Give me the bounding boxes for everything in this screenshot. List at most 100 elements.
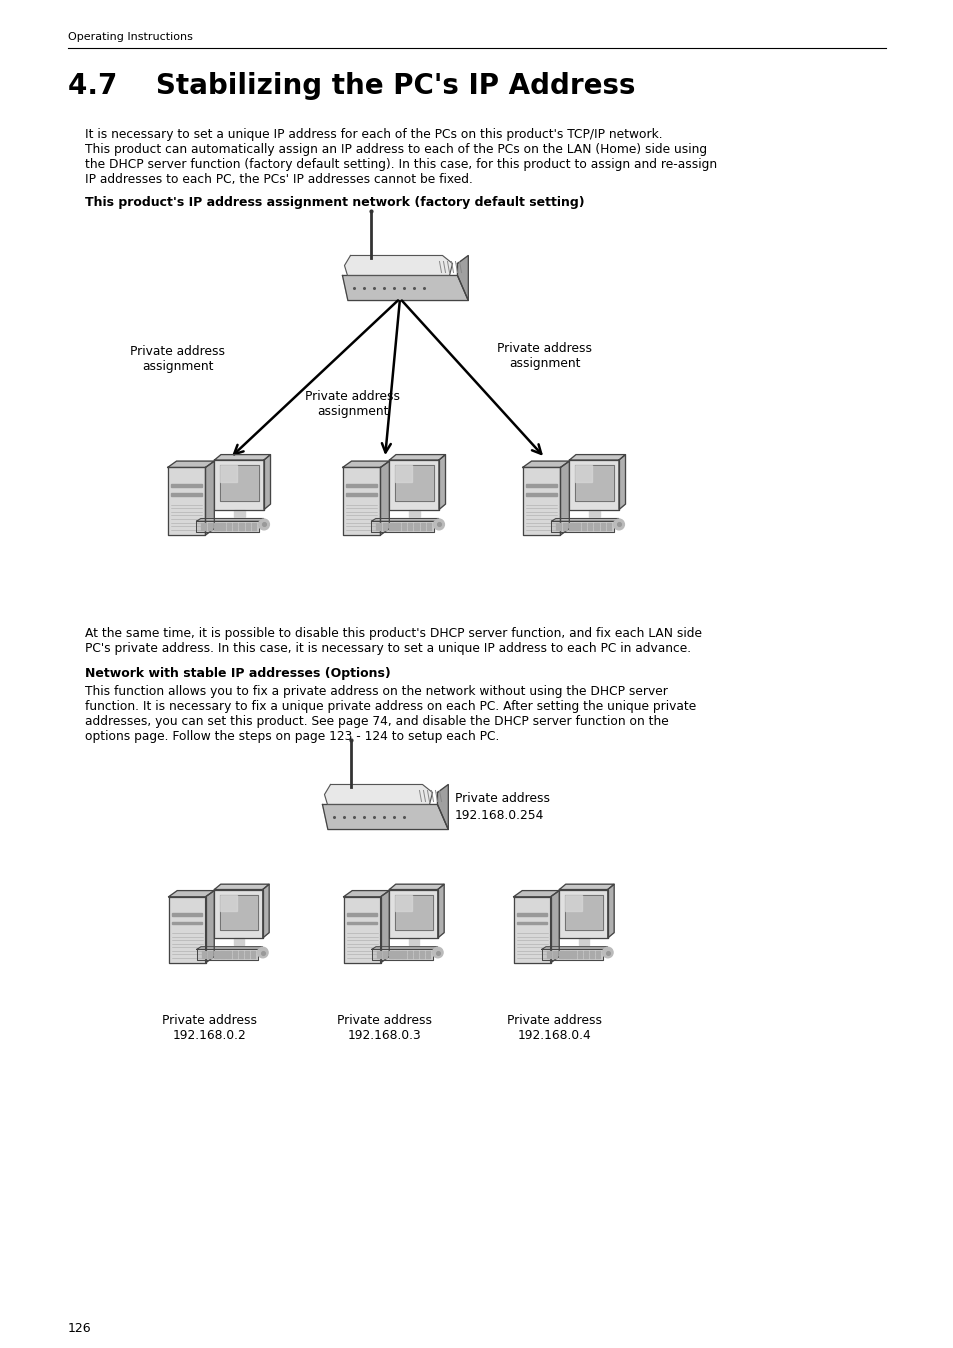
Polygon shape bbox=[575, 526, 579, 527]
Polygon shape bbox=[172, 493, 201, 496]
Polygon shape bbox=[233, 938, 244, 945]
Polygon shape bbox=[395, 895, 432, 930]
Circle shape bbox=[257, 948, 268, 958]
Polygon shape bbox=[376, 957, 381, 958]
Polygon shape bbox=[589, 952, 594, 953]
Polygon shape bbox=[382, 952, 387, 953]
Polygon shape bbox=[376, 523, 380, 524]
Polygon shape bbox=[219, 895, 236, 911]
Polygon shape bbox=[596, 957, 599, 958]
Polygon shape bbox=[594, 528, 598, 530]
Polygon shape bbox=[551, 522, 614, 532]
Polygon shape bbox=[419, 954, 424, 956]
Polygon shape bbox=[239, 528, 244, 530]
Polygon shape bbox=[546, 952, 551, 953]
Polygon shape bbox=[214, 460, 264, 510]
Polygon shape bbox=[589, 510, 599, 516]
Polygon shape bbox=[565, 954, 569, 956]
Polygon shape bbox=[238, 952, 243, 953]
Polygon shape bbox=[233, 528, 237, 530]
Polygon shape bbox=[522, 461, 569, 468]
Polygon shape bbox=[437, 785, 448, 829]
Polygon shape bbox=[575, 465, 592, 483]
Polygon shape bbox=[220, 465, 258, 501]
Polygon shape bbox=[322, 805, 448, 829]
Polygon shape bbox=[395, 528, 399, 530]
Polygon shape bbox=[526, 484, 557, 487]
Polygon shape bbox=[553, 954, 557, 956]
Polygon shape bbox=[558, 884, 614, 890]
Polygon shape bbox=[522, 468, 560, 535]
Polygon shape bbox=[342, 461, 389, 468]
Polygon shape bbox=[344, 256, 452, 275]
Polygon shape bbox=[214, 454, 271, 460]
Polygon shape bbox=[407, 952, 412, 953]
Polygon shape bbox=[168, 461, 214, 468]
Polygon shape bbox=[562, 523, 567, 524]
Polygon shape bbox=[577, 952, 581, 953]
Text: IP addresses to each PC, the PCs' IP addresses cannot be fixed.: IP addresses to each PC, the PCs' IP add… bbox=[85, 173, 473, 186]
Polygon shape bbox=[214, 884, 269, 890]
Polygon shape bbox=[541, 949, 602, 960]
Polygon shape bbox=[395, 465, 434, 501]
Polygon shape bbox=[407, 957, 412, 958]
Polygon shape bbox=[202, 954, 206, 956]
Polygon shape bbox=[541, 946, 607, 949]
Polygon shape bbox=[382, 957, 387, 958]
Polygon shape bbox=[245, 528, 250, 530]
Polygon shape bbox=[389, 454, 445, 460]
Polygon shape bbox=[395, 954, 399, 956]
Polygon shape bbox=[401, 528, 406, 530]
Polygon shape bbox=[382, 528, 387, 530]
Polygon shape bbox=[569, 528, 573, 530]
Polygon shape bbox=[208, 528, 213, 530]
Polygon shape bbox=[395, 465, 412, 483]
Polygon shape bbox=[202, 952, 206, 953]
Polygon shape bbox=[226, 952, 231, 953]
Polygon shape bbox=[233, 952, 236, 953]
Text: assignment: assignment bbox=[142, 360, 213, 373]
Polygon shape bbox=[569, 523, 573, 524]
Polygon shape bbox=[565, 952, 569, 953]
Polygon shape bbox=[578, 938, 589, 945]
Polygon shape bbox=[606, 528, 611, 530]
Text: 126: 126 bbox=[68, 1322, 91, 1335]
Text: This function allows you to fix a private address on the network without using t: This function allows you to fix a privat… bbox=[85, 685, 667, 698]
Text: 192.168.0.254: 192.168.0.254 bbox=[455, 809, 544, 822]
Polygon shape bbox=[196, 949, 258, 960]
Polygon shape bbox=[371, 522, 434, 532]
Polygon shape bbox=[577, 954, 581, 956]
Polygon shape bbox=[420, 526, 425, 527]
Text: At the same time, it is possible to disable this product's DHCP server function,: At the same time, it is possible to disa… bbox=[85, 627, 701, 640]
Polygon shape bbox=[395, 895, 411, 911]
Polygon shape bbox=[401, 526, 406, 527]
Polygon shape bbox=[426, 954, 430, 956]
Polygon shape bbox=[233, 523, 237, 524]
Text: 192.168.0.2: 192.168.0.2 bbox=[172, 1029, 247, 1042]
Polygon shape bbox=[251, 954, 255, 956]
Polygon shape bbox=[343, 896, 380, 962]
Polygon shape bbox=[227, 523, 231, 524]
Polygon shape bbox=[252, 526, 256, 527]
Polygon shape bbox=[401, 523, 406, 524]
Text: This product can automatically assign an IP address to each of the PCs on the LA: This product can automatically assign an… bbox=[85, 143, 706, 156]
Polygon shape bbox=[169, 896, 206, 962]
Polygon shape bbox=[587, 523, 592, 524]
Polygon shape bbox=[553, 957, 557, 958]
Polygon shape bbox=[562, 528, 567, 530]
Polygon shape bbox=[201, 528, 206, 530]
Polygon shape bbox=[214, 890, 262, 938]
Text: Operating Instructions: Operating Instructions bbox=[68, 32, 193, 42]
Polygon shape bbox=[213, 957, 218, 958]
Polygon shape bbox=[220, 465, 237, 483]
Polygon shape bbox=[569, 454, 625, 460]
Polygon shape bbox=[607, 884, 614, 938]
Polygon shape bbox=[558, 952, 563, 953]
Polygon shape bbox=[220, 954, 225, 956]
Polygon shape bbox=[382, 954, 387, 956]
Circle shape bbox=[432, 948, 442, 958]
Polygon shape bbox=[262, 884, 269, 938]
Polygon shape bbox=[594, 523, 598, 524]
Polygon shape bbox=[395, 526, 399, 527]
Polygon shape bbox=[395, 952, 399, 953]
